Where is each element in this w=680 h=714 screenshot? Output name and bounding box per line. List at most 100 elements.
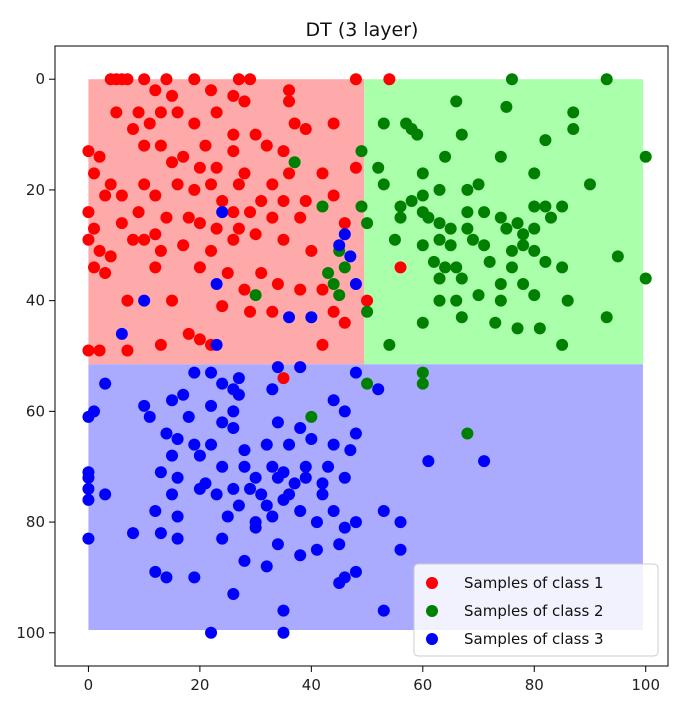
data-point-class-1 [316,283,329,296]
data-point-class-2 [288,156,301,169]
data-point-class-3 [227,405,240,418]
data-point-class-1 [244,206,257,219]
data-point-class-1 [244,73,257,86]
data-point-class-2 [583,178,596,191]
data-point-class-2 [433,217,446,230]
data-point-class-3 [143,410,156,423]
data-point-class-3 [333,576,346,589]
data-point-class-2 [461,222,474,235]
data-point-class-1 [132,106,145,119]
data-point-class-3 [127,527,140,540]
data-point-class-3 [322,460,335,473]
data-point-class-3 [294,549,307,562]
data-point-class-1 [260,139,273,152]
data-point-class-3 [310,516,323,529]
data-point-class-3 [327,505,340,517]
data-point-class-3 [227,482,240,495]
data-point-class-3 [171,471,184,484]
data-point-class-3 [82,471,95,484]
data-point-class-1 [238,283,251,296]
data-point-class-1 [299,123,312,136]
data-point-class-2 [539,255,552,268]
data-point-class-1 [283,167,296,180]
chart-title: DT (3 layer) [306,19,419,41]
legend-label-class-2: Samples of class 2 [464,602,604,620]
data-point-class-2 [327,278,340,291]
data-point-class-3 [377,505,390,517]
data-point-class-1 [110,106,123,119]
data-point-class-3 [277,604,290,617]
data-point-class-3 [244,482,257,495]
data-point-class-3 [266,510,279,523]
data-point-class-1 [266,178,279,191]
data-point-class-2 [494,211,507,224]
data-point-class-2 [355,200,368,213]
data-point-class-1 [82,344,95,357]
data-point-class-3 [344,444,357,457]
data-point-class-3 [283,311,296,324]
data-point-class-1 [171,106,184,119]
data-point-class-3 [182,410,195,423]
data-point-class-1 [283,95,296,108]
legend-marker-class-2 [426,605,438,617]
data-point-class-3 [333,239,346,252]
data-point-class-1 [99,266,112,279]
legend-label-class-1: Samples of class 1 [464,574,604,592]
data-point-class-2 [561,294,574,307]
x-tick-label: 0 [84,676,94,694]
data-point-class-1 [327,189,340,202]
data-point-class-1 [199,139,212,152]
data-point-class-3 [138,294,151,307]
data-point-class-1 [93,150,106,163]
data-point-class-1 [127,233,140,246]
data-point-class-3 [299,471,312,484]
data-point-class-1 [316,167,329,180]
data-point-class-2 [416,316,429,329]
data-point-class-1 [338,217,351,230]
data-point-class-1 [160,211,173,224]
data-point-class-1 [294,211,307,224]
x-tick-label: 20 [190,676,209,694]
data-point-class-3 [271,471,284,484]
data-point-class-3 [260,499,273,512]
data-point-class-2 [416,377,429,390]
data-point-class-2 [405,195,418,207]
data-point-class-2 [316,200,329,213]
data-point-class-1 [277,195,290,207]
data-point-class-2 [455,311,468,324]
data-point-class-2 [517,278,530,291]
data-point-class-1 [210,222,223,235]
data-point-class-1 [166,294,179,307]
data-point-class-3 [394,516,407,529]
data-point-class-2 [494,294,507,307]
data-point-class-1 [205,244,218,257]
data-point-class-3 [210,338,223,351]
data-point-class-1 [238,95,251,108]
data-point-class-2 [528,222,541,235]
data-point-class-3 [193,449,206,462]
data-point-class-3 [349,516,362,529]
data-point-class-2 [556,261,569,274]
data-point-class-3 [82,493,95,506]
data-point-class-2 [439,261,452,274]
data-point-class-2 [639,272,652,285]
data-point-class-1 [232,222,245,235]
data-point-class-1 [216,195,229,207]
data-point-class-3 [299,460,312,473]
data-point-class-1 [138,139,151,152]
data-point-class-1 [238,167,251,180]
data-point-class-1 [182,327,195,340]
data-point-class-2 [433,272,446,285]
data-point-class-1 [82,206,95,219]
data-point-class-3 [377,604,390,617]
data-point-class-1 [121,294,134,307]
data-point-class-1 [188,183,201,196]
data-point-class-3 [88,405,101,418]
data-point-class-1 [255,266,268,279]
data-point-class-2 [416,167,429,180]
data-point-class-1 [244,305,257,318]
data-point-class-2 [416,366,429,379]
data-point-class-3 [333,538,346,551]
data-point-class-3 [154,466,167,479]
y-tick-label: 100 [16,624,45,642]
